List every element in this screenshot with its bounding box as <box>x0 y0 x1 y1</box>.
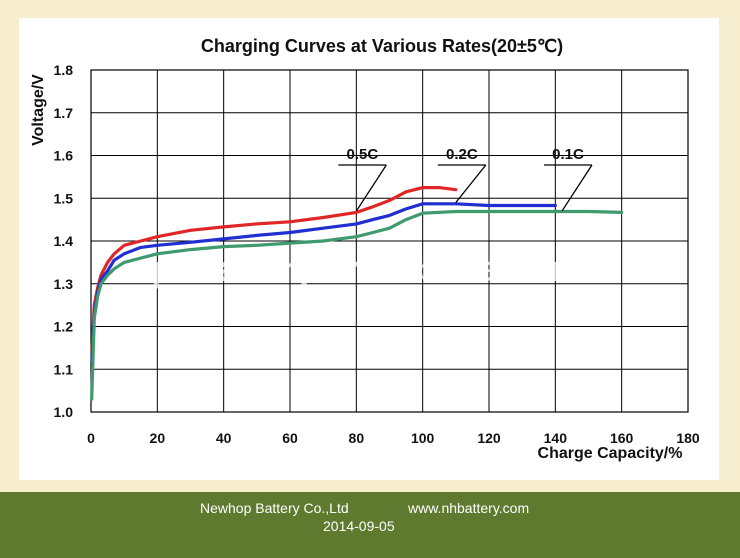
x-tick-label: 20 <box>150 430 166 446</box>
y-tick-label: 1.8 <box>54 62 74 78</box>
footer-bar: Newhop Battery Co.,Ltd www.nhbattery.com… <box>0 492 740 558</box>
x-tick-label: 100 <box>411 430 435 446</box>
charging-curves-chart: Charging Curves at Various Rates(20±5℃) … <box>19 18 719 480</box>
tick-labels: 0 20 40 60 80 100 120 140 160 180 1.0 1.1 1.2 1.3 1.4 1… <box>54 62 700 446</box>
y-tick-label: 1.5 <box>54 190 74 206</box>
x-tick-label: 180 <box>676 430 700 446</box>
y-tick-label: 1.1 <box>54 361 74 377</box>
y-axis-label: Voltage/V <box>30 74 47 146</box>
series-line-02C <box>90 202 557 363</box>
annotations: 0.5C 0.2C 0.1C <box>338 146 593 212</box>
chart-frame: Charging Curves at Various Rates(20±5℃) … <box>19 18 719 480</box>
y-tick-label: 1.2 <box>54 319 74 335</box>
annotation-leader <box>355 164 387 212</box>
series-group <box>90 186 624 401</box>
annotation-label: 0.5C <box>346 146 378 163</box>
series-line-05C <box>90 186 458 354</box>
y-tick-label: 1.7 <box>54 105 74 121</box>
y-tick-label: 1.0 <box>54 404 74 420</box>
x-tick-label: 80 <box>349 430 365 446</box>
company-name: Newhop Battery Co.,Ltd <box>200 500 349 516</box>
footer-date: 2014-09-05 <box>323 518 395 534</box>
grid <box>90 69 689 413</box>
annotation-leader <box>455 164 487 203</box>
annotation-leader <box>561 164 593 212</box>
x-tick-label: 40 <box>216 430 232 446</box>
x-tick-label: 60 <box>282 430 298 446</box>
x-tick-label: 120 <box>477 430 501 446</box>
watermark: nhpobattery.en.alibaba.com <box>107 248 582 289</box>
watermark-text: nhpobattery.en.alibaba.com <box>107 248 582 289</box>
y-tick-label: 1.6 <box>54 148 74 164</box>
annotation-label: 0.1C <box>552 146 584 163</box>
x-tick-label: 140 <box>544 430 568 446</box>
x-tick-label: 160 <box>610 430 634 446</box>
series-line-01C <box>90 209 624 401</box>
y-tick-label: 1.4 <box>54 233 74 249</box>
x-tick-label: 0 <box>87 430 95 446</box>
annotation-label: 0.2C <box>446 146 478 163</box>
x-axis-label: Charge Capacity/% <box>538 445 683 462</box>
website-link[interactable]: www.nhbattery.com <box>408 500 530 516</box>
chart-title: Charging Curves at Various Rates(20±5℃) <box>201 36 563 56</box>
y-tick-label: 1.3 <box>54 276 74 292</box>
